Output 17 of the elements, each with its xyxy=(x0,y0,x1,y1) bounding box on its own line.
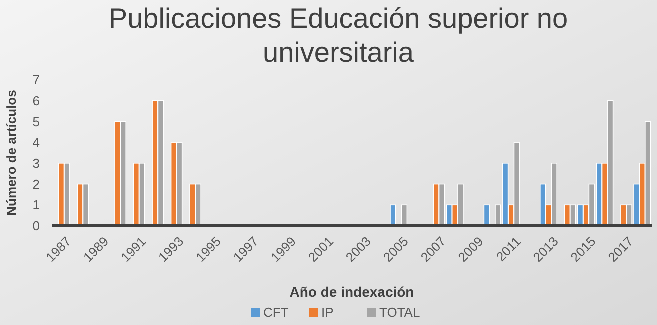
x-axis-title: Año de indexación xyxy=(290,284,414,300)
bar xyxy=(484,204,490,226)
y-tick-label: 4 xyxy=(32,135,40,150)
legend-label: IP xyxy=(322,305,334,320)
y-tick-label: 5 xyxy=(32,114,40,130)
y-tick-label: 6 xyxy=(32,93,40,108)
legend-label: CFT xyxy=(264,305,289,320)
y-tick-label: 1 xyxy=(32,198,40,213)
y-tick-label: 0 xyxy=(32,218,40,234)
y-tick-label: 7 xyxy=(32,72,40,88)
y-tick-label: 2 xyxy=(32,176,40,192)
chart-title: Publicaciones Educación superior no universitaria xyxy=(108,3,568,68)
y-axis-title: Número de artículos xyxy=(4,90,19,216)
bar xyxy=(401,204,408,226)
bar xyxy=(390,204,396,226)
legend-label: TOTAL xyxy=(380,305,420,320)
y-tick-label: 3 xyxy=(32,156,40,171)
